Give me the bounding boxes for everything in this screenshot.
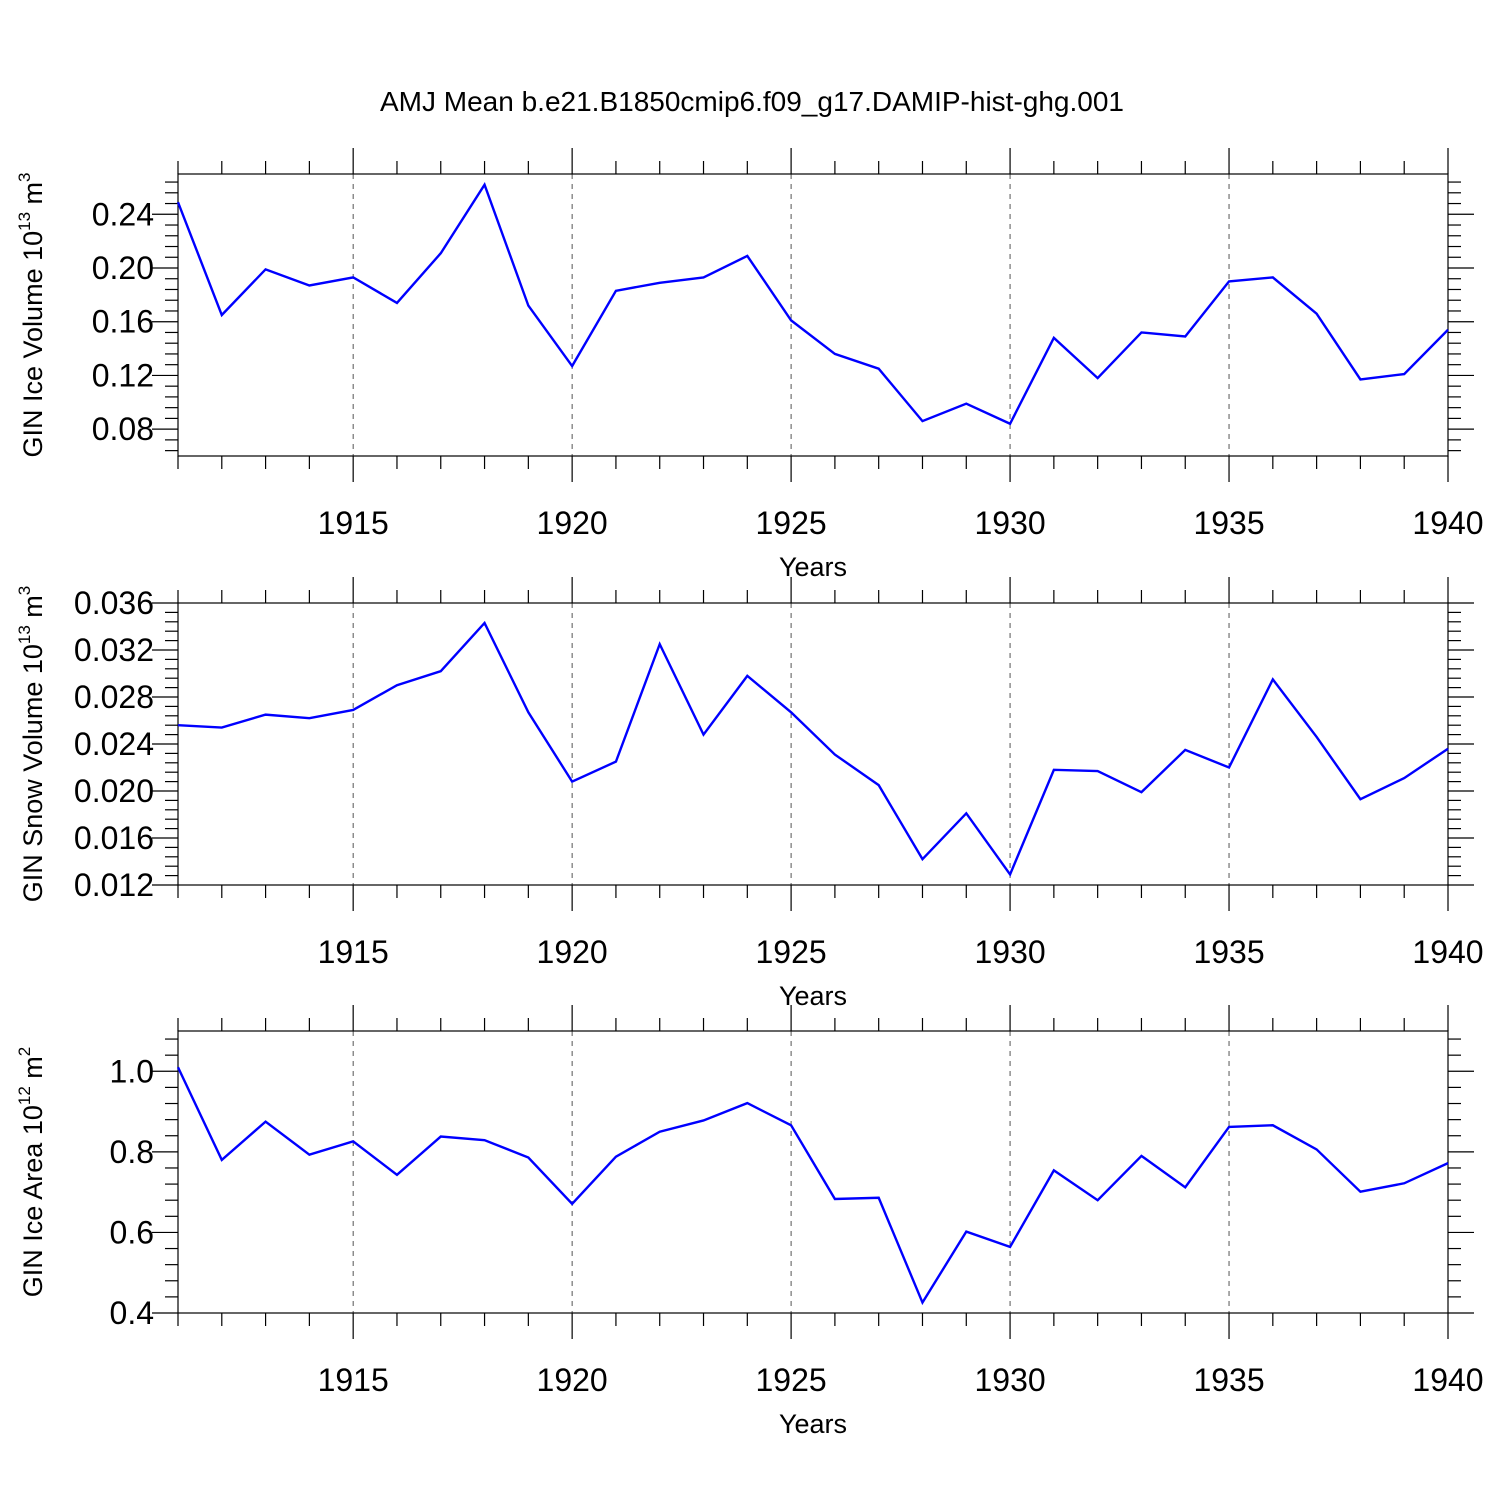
series-line — [177, 620, 1449, 877]
x-tick-label: 1935 — [1193, 934, 1264, 970]
x-tick-label: 1940 — [1412, 505, 1483, 541]
x-tick-label: 1925 — [756, 505, 827, 541]
x-axis-title: Years — [779, 1409, 847, 1439]
chart-title: AMJ Mean b.e21.B1850cmip6.f09_g17.DAMIP-… — [380, 86, 1124, 117]
x-tick-label: 1920 — [537, 934, 608, 970]
series-line — [176, 1066, 1449, 1306]
y-tick-label: 0.028 — [74, 679, 154, 715]
y-tick-label: 1.0 — [110, 1053, 154, 1089]
x-tick-label: 1940 — [1412, 934, 1483, 970]
y-tick-label: 0.08 — [92, 411, 154, 447]
x-tick-label: 1930 — [974, 505, 1045, 541]
y-tick-label: 0.16 — [92, 304, 154, 340]
y-tick-label: 0.024 — [74, 726, 154, 762]
x-tick-label: 1925 — [756, 1362, 827, 1398]
y-tick-label: 0.020 — [74, 773, 154, 809]
plot-frame — [177, 173, 1449, 457]
y-axis-title: GIN Ice Area 1012 m2 — [15, 1047, 48, 1298]
y-tick-label: 0.012 — [74, 867, 154, 903]
x-tick-label: 1940 — [1412, 1362, 1483, 1398]
y-axis-title: GIN Snow Volume 1013 m3 — [15, 586, 48, 903]
x-axis-title: Years — [779, 552, 847, 582]
panel-3: 0.4 0.6 0.8 1.0 1915 1920 1925 1930 1935 1940 Year… — [15, 1005, 1484, 1439]
x-tick-label: 1925 — [756, 934, 827, 970]
x-tick-label: 1915 — [318, 1362, 389, 1398]
x-tick-label: 1920 — [537, 505, 608, 541]
x-tick-label: 1935 — [1193, 505, 1264, 541]
panel-1: 0.08 0.12 0.16 0.20 0.24 1915 1920 1925 1930 1935… — [15, 148, 1484, 582]
y-tick-label: 0.016 — [74, 820, 154, 856]
x-tick-label: 1915 — [318, 505, 389, 541]
x-axis-title: Years — [779, 981, 847, 1011]
y-tick-label: 0.12 — [92, 357, 154, 393]
series-line — [176, 182, 1449, 426]
panel-2: 0.012 0.016 0.020 0.024 0.028 0.032 0.036 1915 1… — [15, 577, 1484, 1011]
x-tick-label: 1930 — [974, 1362, 1045, 1398]
y-tick-label: 0.20 — [92, 250, 154, 286]
y-tick-label: 0.032 — [74, 632, 154, 668]
y-tick-label: 0.8 — [110, 1134, 154, 1170]
y-tick-label: 0.4 — [110, 1295, 154, 1331]
x-tick-label: 1915 — [318, 934, 389, 970]
x-tick-label: 1935 — [1193, 1362, 1264, 1398]
plot-frame — [177, 1030, 1449, 1314]
y-tick-label: 0.6 — [110, 1214, 154, 1250]
x-tick-label: 1930 — [974, 934, 1045, 970]
y-axis-title: GIN Ice Volume 1013 m3 — [15, 172, 48, 457]
y-tick-label: 0.036 — [74, 585, 154, 621]
y-tick-label: 0.24 — [92, 196, 154, 232]
x-tick-label: 1920 — [537, 1362, 608, 1398]
